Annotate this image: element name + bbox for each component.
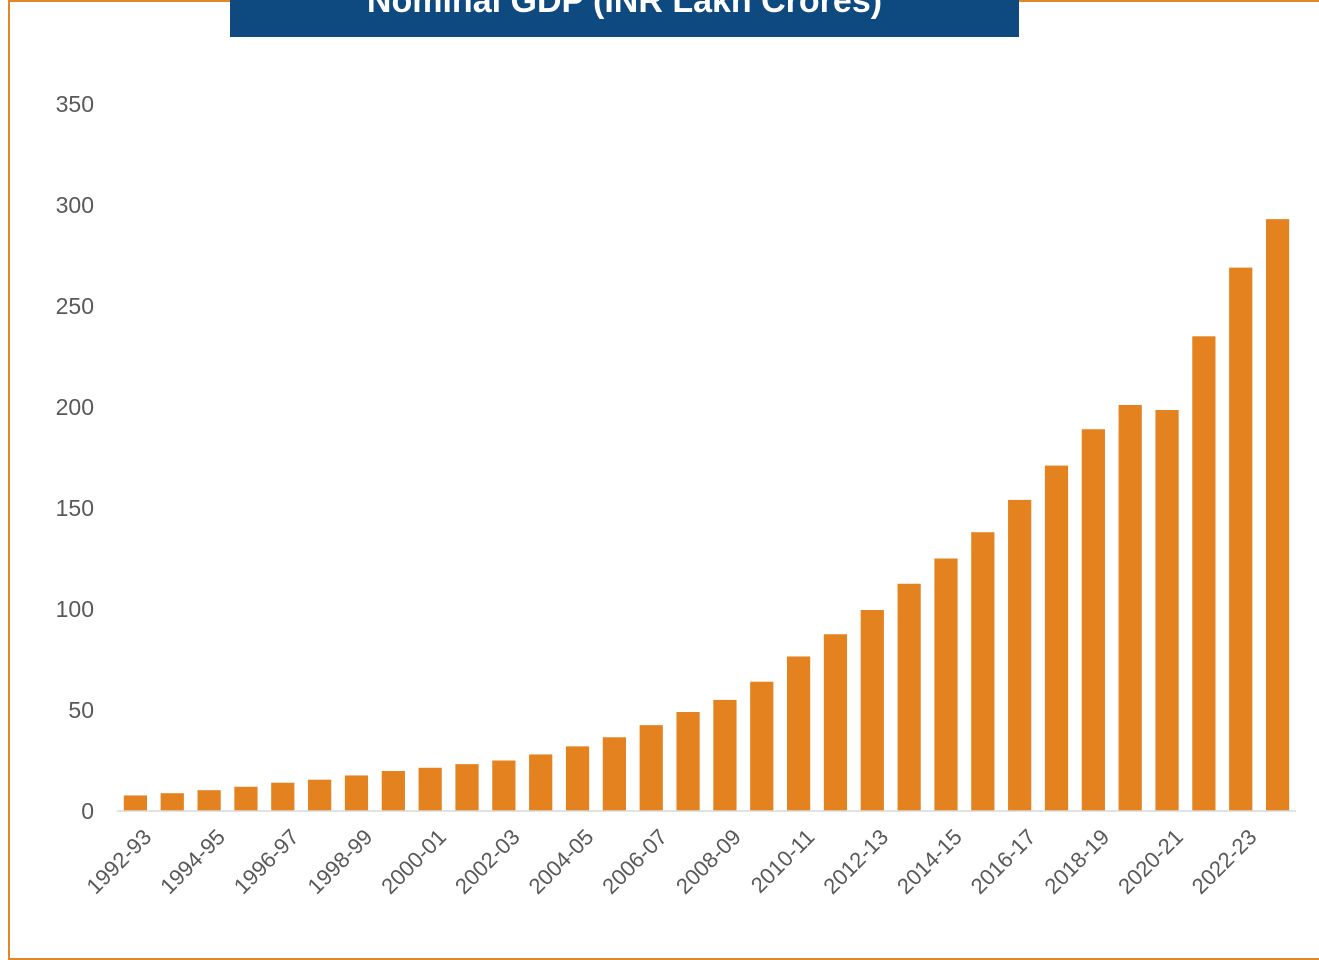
x-tick-label: 2018-19: [1039, 824, 1114, 899]
bar-2019-20: [1118, 404, 1142, 811]
bar-2001-02: [455, 764, 479, 811]
bar-2011-12: [823, 634, 848, 811]
x-tick-label: 2000-01: [376, 824, 451, 899]
bar-1994-95: [197, 790, 221, 811]
x-tick-label: 2010-11: [746, 824, 820, 898]
x-tick-label: 2012-13: [818, 824, 893, 899]
bar-2009-10: [750, 681, 774, 811]
y-tick-label: 200: [56, 394, 94, 420]
y-axis-ticks: 0 50 100 150 200 250 300 350: [56, 91, 94, 824]
x-tick-label: 2008-09: [671, 824, 746, 899]
bar-2017-18: [1044, 465, 1069, 811]
bar-2016-17: [1008, 499, 1032, 811]
bar-2012-13: [860, 610, 884, 811]
bar-2004-05: [565, 746, 590, 811]
bar-2021-22: [1192, 336, 1216, 811]
bar-1999-00: [381, 771, 405, 811]
x-tick-label: 2016-17: [966, 824, 1041, 899]
bar-2006-07: [639, 725, 663, 811]
bar-1993-94: [160, 793, 184, 811]
y-tick-label: 50: [68, 697, 94, 723]
bar-1992-93: [123, 795, 148, 811]
y-tick-label: 350: [56, 91, 94, 117]
y-tick-label: 300: [56, 192, 94, 218]
chart-title: Nominal GDP (INR Lakh Crores): [230, 0, 1019, 37]
x-tick-label: 2004-05: [524, 824, 599, 899]
x-axis-ticks: 1992-931994-951996-971998-992000-012002-…: [81, 824, 1261, 899]
bar-2022-23: [1229, 267, 1253, 811]
bar-1997-98: [308, 779, 332, 811]
x-tick-label: 2020-21: [1113, 824, 1188, 899]
y-tick-label: 0: [81, 798, 94, 824]
bar-1996-97: [271, 782, 295, 811]
bar-2015-16: [971, 532, 995, 811]
bar-2014-15: [934, 558, 958, 811]
bar-2023-24: [1265, 219, 1290, 811]
bar-2010-11: [787, 656, 811, 811]
x-tick-label: 1992-93: [81, 824, 156, 899]
bar-2003-04: [529, 754, 553, 811]
x-tick-label: 2014-15: [892, 824, 967, 899]
y-tick-label: 250: [56, 293, 94, 319]
bar-2005-06: [602, 737, 626, 811]
bar-chart: 0 50 100 150 200 250 300 350 1992-931994-951996…: [56, 91, 1296, 899]
bar-1995-96: [234, 786, 258, 811]
x-tick-label: 1994-95: [155, 824, 230, 899]
bar-2013-14: [897, 583, 921, 811]
x-tick-label: 2022-23: [1187, 824, 1262, 899]
bar-2008-09: [713, 699, 737, 811]
y-tick-label: 100: [56, 596, 94, 622]
bars: [123, 219, 1290, 811]
x-tick-label: 2006-07: [597, 824, 672, 899]
bar-2007-08: [676, 712, 700, 811]
bar-2020-21: [1155, 410, 1179, 811]
bar-2000-01: [418, 767, 442, 811]
bar-2018-19: [1081, 429, 1105, 811]
x-tick-label: 2002-03: [450, 824, 525, 899]
y-tick-label: 150: [56, 495, 94, 521]
bar-2002-03: [492, 760, 516, 811]
bar-1998-99: [344, 775, 369, 811]
x-tick-label: 1998-99: [303, 824, 378, 899]
x-tick-label: 1996-97: [229, 824, 304, 899]
